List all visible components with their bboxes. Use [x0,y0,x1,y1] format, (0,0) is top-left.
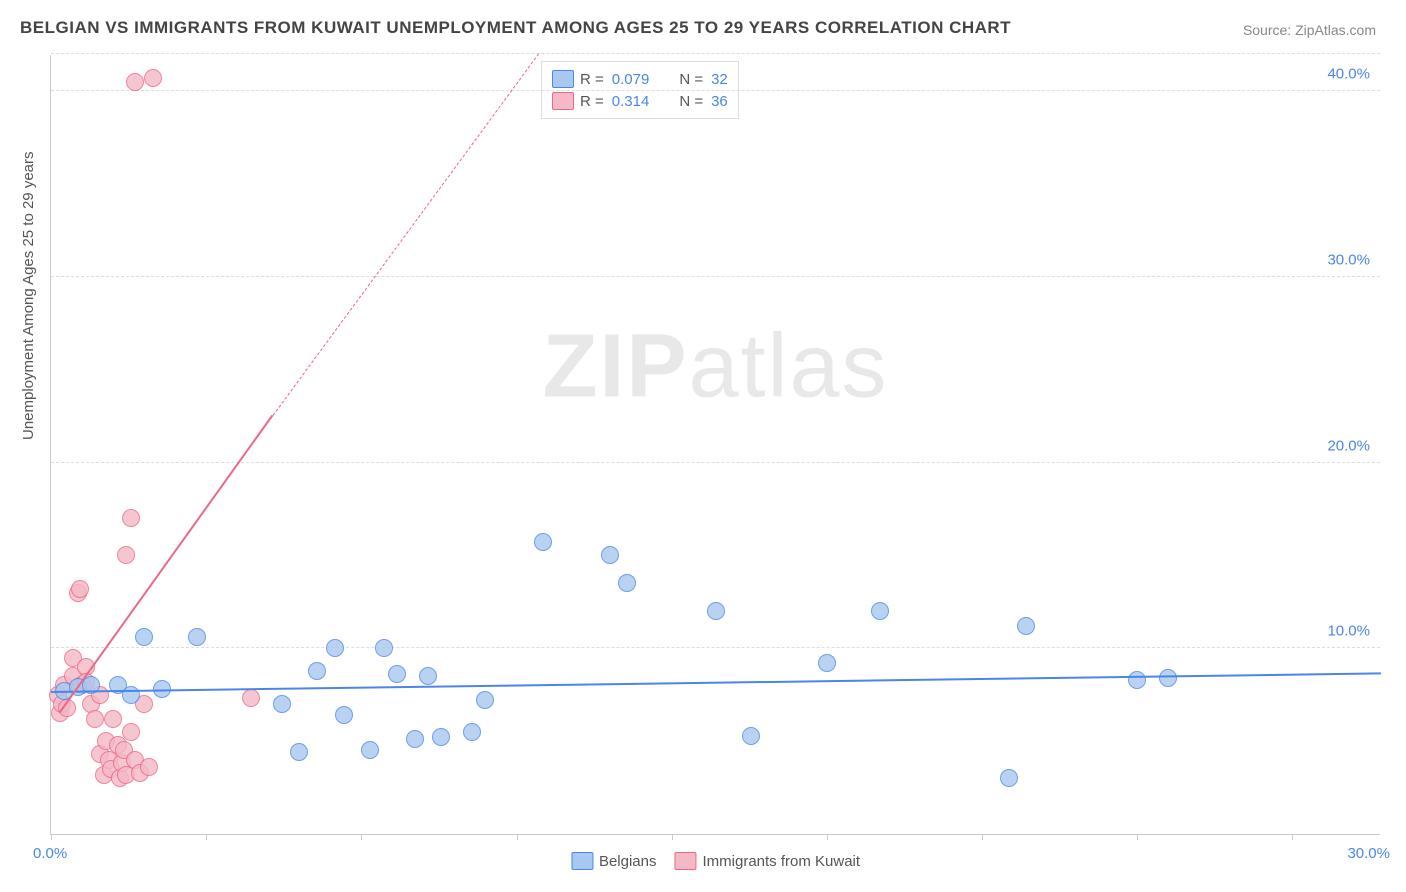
x-tick [1137,834,1138,840]
data-point-pink [122,723,140,741]
data-point-blue [406,730,424,748]
data-point-blue [1159,669,1177,687]
data-point-blue [188,628,206,646]
x-tick [982,834,983,840]
data-point-blue [707,602,725,620]
y-tick-label: 40.0% [1327,66,1370,83]
data-point-blue [742,727,760,745]
legend-label: Belgians [599,853,657,870]
data-point-blue [534,533,552,551]
legend-n-label: N = [679,71,703,88]
data-point-blue [308,662,326,680]
data-point-blue [871,602,889,620]
watermark-light: atlas [688,316,888,416]
trend-line-blue [51,672,1381,693]
data-point-blue [273,695,291,713]
legend-item-pink: Immigrants from Kuwait [675,852,861,870]
x-tick [672,834,673,840]
series-legend: Belgians Immigrants from Kuwait [571,852,860,870]
data-point-blue [1000,769,1018,787]
y-tick-label: 10.0% [1327,623,1370,640]
data-point-pink [140,758,158,776]
legend-row: R = 0.079 N = 32 [552,68,728,90]
data-point-pink [117,546,135,564]
legend-row: R = 0.314 N = 36 [552,90,728,112]
legend-r-value: 0.314 [612,93,650,110]
legend-swatch-blue [571,852,593,870]
data-point-blue [618,574,636,592]
watermark: ZIPatlas [542,315,888,418]
trend-line-pink [59,415,273,713]
data-point-pink [122,509,140,527]
chart-title: BELGIAN VS IMMIGRANTS FROM KUWAIT UNEMPL… [20,18,1011,38]
y-tick-label: 20.0% [1327,437,1370,454]
legend-r-label: R = [580,93,604,110]
gridline [51,462,1380,463]
legend-swatch-blue [552,70,574,88]
data-point-pink [126,73,144,91]
data-point-pink [144,69,162,87]
x-tick [206,834,207,840]
x-tick [1292,834,1293,840]
data-point-blue [476,691,494,709]
legend-swatch-pink [552,92,574,110]
data-point-pink [242,689,260,707]
x-axis-max-label: 30.0% [1347,845,1390,862]
chart-plot-area: ZIPatlas R =0.079N =32R =0.314N =36 Belg… [50,55,1380,835]
x-axis-min-label: 0.0% [33,845,67,862]
source-label: Source: ZipAtlas.com [1243,22,1376,38]
legend-n-value: 36 [711,93,728,110]
data-point-blue [419,667,437,685]
gridline [51,647,1380,648]
data-point-blue [122,686,140,704]
data-point-blue [1017,617,1035,635]
legend-r-value: 0.079 [612,71,650,88]
data-point-pink [104,710,122,728]
legend-n-value: 32 [711,71,728,88]
legend-label: Immigrants from Kuwait [703,853,861,870]
legend-swatch-pink [675,852,697,870]
data-point-blue [290,743,308,761]
legend-item-blue: Belgians [571,852,657,870]
x-tick [517,834,518,840]
legend-r-label: R = [580,71,604,88]
data-point-pink [86,710,104,728]
legend-n-label: N = [679,93,703,110]
data-point-pink [71,580,89,598]
data-point-blue [463,723,481,741]
gridline [51,53,1380,54]
gridline [51,90,1380,91]
data-point-blue [375,639,393,657]
gridline [51,276,1380,277]
data-point-blue [818,654,836,672]
data-point-blue [388,665,406,683]
data-point-blue [1128,671,1146,689]
data-point-blue [601,546,619,564]
data-point-blue [361,741,379,759]
y-tick-label: 30.0% [1327,251,1370,268]
y-axis-title: Unemployment Among Ages 25 to 29 years [20,151,37,440]
trend-line-pink-dashed [272,53,539,416]
data-point-blue [326,639,344,657]
data-point-blue [135,628,153,646]
data-point-blue [432,728,450,746]
x-tick [827,834,828,840]
x-tick [51,834,52,840]
data-point-blue [335,706,353,724]
watermark-bold: ZIP [542,316,688,416]
x-tick [361,834,362,840]
